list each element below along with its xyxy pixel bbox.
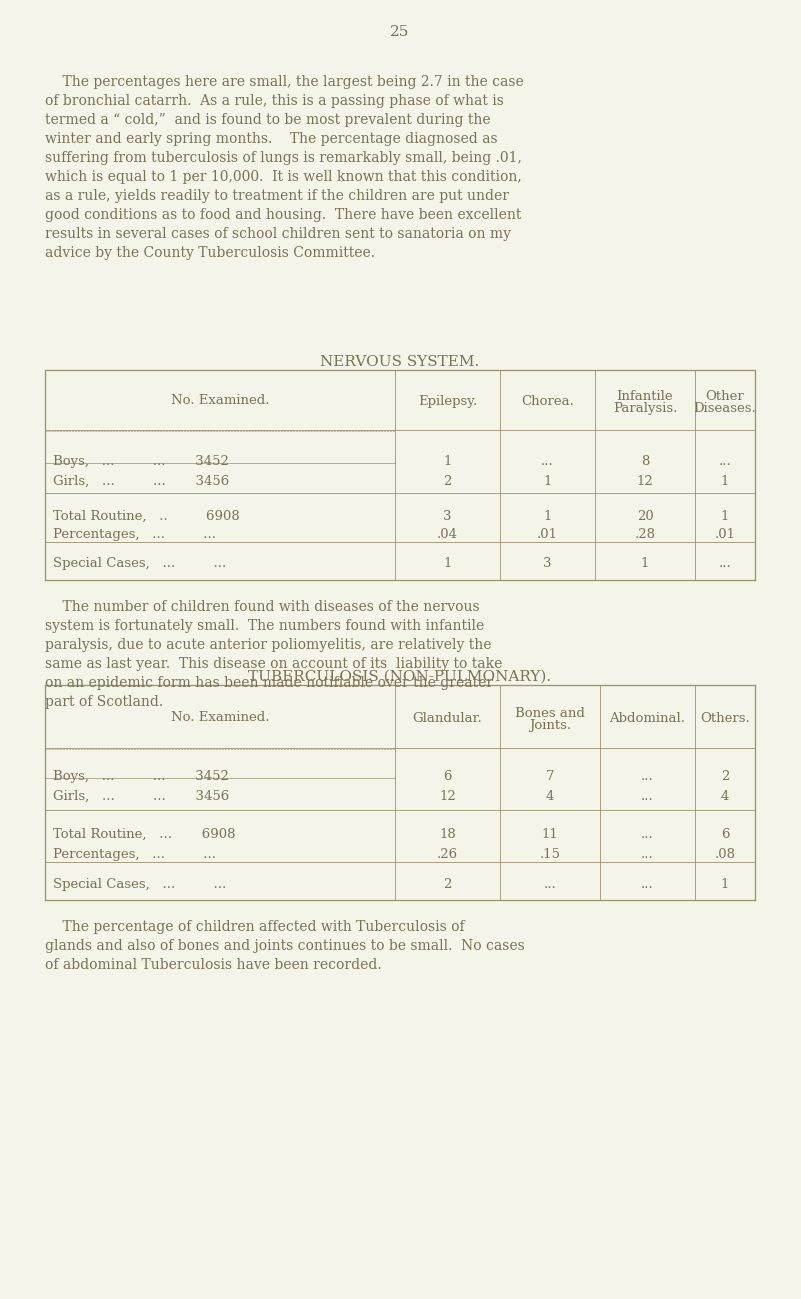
Text: 1: 1 — [721, 511, 729, 523]
Text: .28: .28 — [634, 527, 655, 540]
Text: winter and early spring months.    The percentage diagnosed as: winter and early spring months. The perc… — [45, 132, 497, 145]
Text: Boys,   ...         ...       3452: Boys, ... ... 3452 — [53, 455, 229, 468]
Text: Percentages,   ...         ...: Percentages, ... ... — [53, 848, 216, 861]
Text: Paralysis.: Paralysis. — [613, 401, 677, 414]
Text: 1: 1 — [543, 475, 552, 488]
Text: Girls,   ...         ...       3456: Girls, ... ... 3456 — [53, 790, 229, 803]
Text: .08: .08 — [714, 848, 735, 861]
Text: .15: .15 — [540, 848, 561, 861]
Text: system is fortunately small.  The numbers found with infantile: system is fortunately small. The numbers… — [45, 620, 485, 633]
Text: NERVOUS SYSTEM.: NERVOUS SYSTEM. — [320, 355, 480, 369]
Text: good conditions as to food and housing.  There have been excellent: good conditions as to food and housing. … — [45, 208, 521, 222]
Text: as a rule, yields readily to treatment if the children are put under: as a rule, yields readily to treatment i… — [45, 188, 509, 203]
Text: Diseases.: Diseases. — [694, 401, 756, 414]
Text: 1: 1 — [443, 455, 452, 468]
Text: ...: ... — [641, 770, 654, 783]
Text: termed a “ cold,”  and is found to be most prevalent during the: termed a “ cold,” and is found to be mos… — [45, 113, 491, 127]
Text: advice by the County Tuberculosis Committee.: advice by the County Tuberculosis Commit… — [45, 246, 375, 260]
Text: on an epidemic form has been made notifiable over the greater: on an epidemic form has been made notifi… — [45, 675, 493, 690]
Text: 3: 3 — [543, 557, 552, 570]
Text: ...: ... — [718, 455, 731, 468]
Text: of abdominal Tuberculosis have been recorded.: of abdominal Tuberculosis have been reco… — [45, 957, 381, 972]
Text: 1: 1 — [543, 511, 552, 523]
Text: 7: 7 — [545, 770, 554, 783]
Text: of bronchial catarrh.  As a rule, this is a passing phase of what is: of bronchial catarrh. As a rule, this is… — [45, 94, 504, 108]
Text: 18: 18 — [439, 827, 456, 840]
Text: 1: 1 — [721, 475, 729, 488]
Text: which is equal to 1 per 10,000.  It is well known that this condition,: which is equal to 1 per 10,000. It is we… — [45, 170, 521, 184]
Text: .01: .01 — [714, 527, 735, 540]
Text: 20: 20 — [637, 511, 654, 523]
Text: 4: 4 — [721, 790, 729, 803]
Text: Percentages,   ...         ...: Percentages, ... ... — [53, 527, 216, 540]
Text: Infantile: Infantile — [617, 390, 674, 403]
Text: ...: ... — [541, 455, 553, 468]
Text: .04: .04 — [437, 527, 458, 540]
Text: 1: 1 — [443, 557, 452, 570]
Text: Girls,   ...         ...       3456: Girls, ... ... 3456 — [53, 475, 229, 488]
Text: Special Cases,   ...         ...: Special Cases, ... ... — [53, 557, 226, 570]
Text: Other: Other — [706, 390, 744, 403]
Text: suffering from tuberculosis of lungs is remarkably small, being .01,: suffering from tuberculosis of lungs is … — [45, 151, 522, 165]
Text: The percentage of children affected with Tuberculosis of: The percentage of children affected with… — [45, 920, 465, 934]
Text: Glandular.: Glandular. — [413, 712, 482, 725]
Text: Boys,   ...         ...       3452: Boys, ... ... 3452 — [53, 770, 229, 783]
Text: ...: ... — [641, 827, 654, 840]
Text: Abdominal.: Abdominal. — [610, 712, 686, 725]
Text: 25: 25 — [390, 25, 409, 39]
Text: ...: ... — [641, 878, 654, 891]
Text: Joints.: Joints. — [529, 718, 571, 731]
Text: .01: .01 — [537, 527, 558, 540]
Text: part of Scotland.: part of Scotland. — [45, 695, 163, 709]
Text: Epilepsy.: Epilepsy. — [418, 395, 477, 408]
Text: 12: 12 — [637, 475, 654, 488]
Text: glands and also of bones and joints continues to be small.  No cases: glands and also of bones and joints cont… — [45, 939, 525, 953]
Text: TUBERCULOSIS (NON-PULMONARY).: TUBERCULOSIS (NON-PULMONARY). — [248, 670, 552, 685]
Text: No. Examined.: No. Examined. — [171, 711, 269, 724]
Text: results in several cases of school children sent to sanatoria on my: results in several cases of school child… — [45, 227, 511, 242]
Text: 6: 6 — [721, 827, 729, 840]
Text: Total Routine,   ...       6908: Total Routine, ... 6908 — [53, 827, 235, 840]
Text: 2: 2 — [443, 878, 452, 891]
Text: ...: ... — [641, 790, 654, 803]
Text: Others.: Others. — [700, 712, 750, 725]
Text: 3: 3 — [443, 511, 452, 523]
Text: 4: 4 — [545, 790, 554, 803]
Text: Total Routine,   ..         6908: Total Routine, .. 6908 — [53, 511, 239, 523]
Text: ...: ... — [718, 557, 731, 570]
Text: 1: 1 — [721, 878, 729, 891]
Text: The number of children found with diseases of the nervous: The number of children found with diseas… — [45, 600, 480, 614]
Text: No. Examined.: No. Examined. — [171, 394, 269, 407]
Text: Chorea.: Chorea. — [521, 395, 574, 408]
Text: ...: ... — [544, 878, 557, 891]
Text: 6: 6 — [443, 770, 452, 783]
Text: 11: 11 — [541, 827, 558, 840]
Text: Bones and: Bones and — [515, 707, 585, 720]
Text: The percentages here are small, the largest being 2.7 in the case: The percentages here are small, the larg… — [45, 75, 524, 90]
Text: .26: .26 — [437, 848, 458, 861]
Text: same as last year.  This disease on account of its  liability to take: same as last year. This disease on accou… — [45, 657, 502, 672]
Text: Special Cases,   ...         ...: Special Cases, ... ... — [53, 878, 226, 891]
Text: 12: 12 — [439, 790, 456, 803]
Text: 1: 1 — [641, 557, 649, 570]
Text: paralysis, due to acute anterior poliomyelitis, are relatively the: paralysis, due to acute anterior poliomy… — [45, 638, 492, 652]
Text: 8: 8 — [641, 455, 649, 468]
Text: 2: 2 — [721, 770, 729, 783]
Text: 2: 2 — [443, 475, 452, 488]
Text: ...: ... — [641, 848, 654, 861]
